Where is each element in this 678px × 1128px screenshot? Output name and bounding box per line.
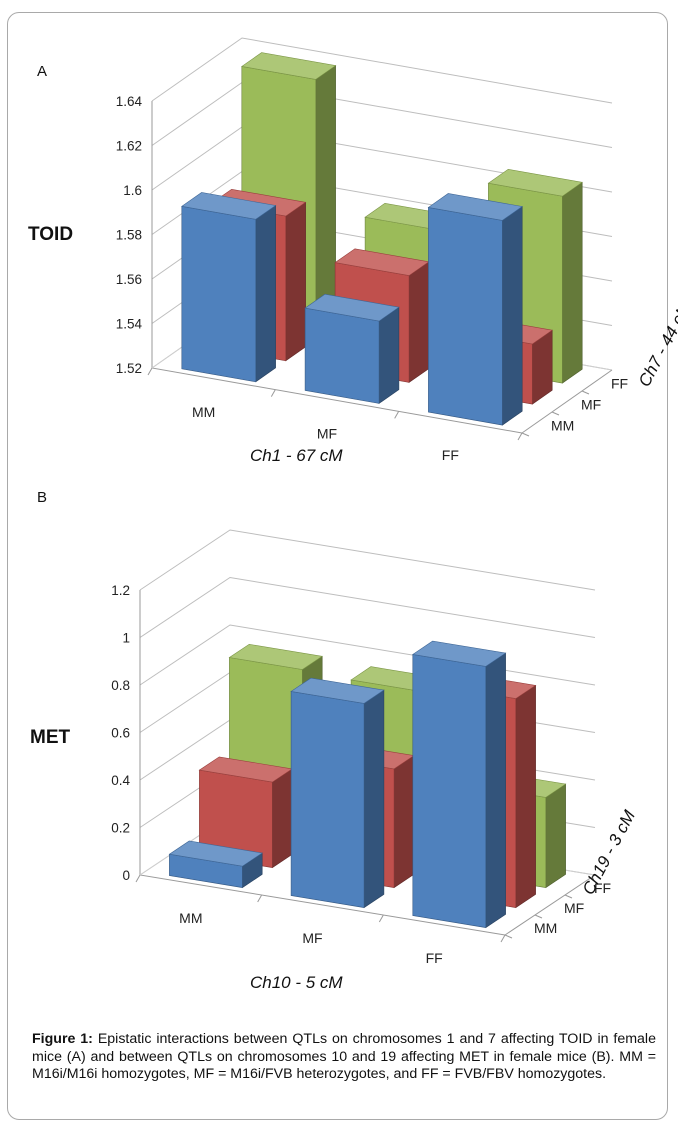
gridline [139,576,596,638]
y-axis-title-b: MET [30,727,71,748]
bar-side-face [515,684,536,909]
caption-label: Figure 1: [32,1031,93,1047]
y-tick-label: 0.6 [111,726,130,741]
bar-side-face [408,261,430,383]
y-tick-label: 1.58 [116,228,142,243]
axis-depth [521,369,613,434]
x-tick-label: MF [317,426,337,442]
bar-top-face [412,640,507,667]
bar-side-face [502,205,523,426]
bar-top-face [228,643,323,670]
bar-top-face [290,677,385,704]
x-axis-title: Ch1 - 67 cM [250,446,343,465]
bar-front-face [428,207,503,426]
y-tick-label: 0 [122,868,130,883]
y-tick-label: 0.4 [111,773,130,788]
x-tick-label: FF [442,447,459,463]
x-tick-mark [500,934,506,943]
bar-side-face [272,768,293,869]
bar-front-face [181,205,257,383]
z-tick-mark [521,432,530,437]
x-tick-label: MF [302,930,322,946]
z-tick-mark [551,411,560,416]
bar-side-face [545,783,566,889]
bar-side-face [562,181,583,384]
caption-text: Epistatic interactions between QTLs on c… [32,1031,656,1082]
bar-front-face [412,654,487,928]
bar-side-face [255,204,276,383]
y-axis-title-a: TOID [28,224,74,245]
y-tick-label: 1.64 [116,94,143,109]
x-tick-label: MM [192,404,215,420]
y-tick-label: 1.6 [123,183,142,198]
chart-b: 0 0.2 0.4 0.6 0.8 1 1.2 MM MF FF MM MF FF Ch10 - 5 cM… [111,529,639,992]
z-tick-mark [504,934,513,939]
bar-mm-mf [290,677,385,909]
bar-top-face [304,293,400,322]
bar-front-face [304,307,380,404]
bar-mm-mm [181,192,277,383]
bar-side-face [485,652,506,929]
x-tick-mark [147,367,153,376]
bar-mm-mm [168,840,263,889]
x-tick-label: FF [426,950,443,966]
gridline [139,529,596,591]
z-tick-mark [564,894,573,899]
chart-a: 1.52 1.54 1.56 1.58 1.6 1.62 1.64 MM MF FF MM MF FF C… [116,37,678,465]
z-tick-mark [581,390,590,395]
bar-mm-ff [427,193,523,426]
y-tick-label: 1.2 [111,583,130,598]
bar-side-face [363,689,385,909]
y-tick-label: 1.52 [116,361,142,376]
y-tick-label: 1.56 [116,272,142,287]
bar-top-face [427,193,523,221]
figure-caption: Figure 1: Epistatic interactions between… [32,1031,656,1084]
y-tick-label: 0.8 [111,678,130,693]
z-tick-label: MM [551,418,574,434]
x-axis-title: Ch10 - 5 cM [250,973,343,992]
x-tick-label: MM [179,910,202,926]
z-tick-label: MM [534,920,557,936]
x-tick-mark [135,874,141,883]
bar-top-face [168,840,263,867]
bar-top-face [487,168,583,197]
z-tick-label: MF [564,900,584,916]
z-tick-mark [534,914,543,919]
bar-side-face [285,201,306,362]
bar-side-face [393,755,415,889]
z-tick-label: FF [611,376,628,392]
x-tick-mark [394,411,400,419]
gridline [151,37,613,104]
x-tick-mark [517,432,523,441]
axis-depth [504,874,596,936]
gridline [151,81,613,148]
y-tick-label: 1.54 [116,317,143,332]
y-tick-label: 0.2 [111,821,130,836]
z-tick-label: FF [594,880,611,896]
bar-mm-mf [304,293,400,404]
bar-top-face [181,192,277,220]
bar-top-face [241,52,337,80]
z-axis-title: Ch7 - 44 cM [635,298,678,389]
bar-side-face [378,306,400,404]
x-tick-mark [257,894,263,903]
z-tick-label: MF [581,397,601,413]
y-tick-label: 1 [122,631,130,646]
x-tick-mark [378,914,384,923]
y-tick-label: 1.62 [116,139,142,154]
bar-front-face [290,691,365,908]
x-tick-mark [270,389,276,397]
bar-mm-ff [412,640,507,929]
panel-label-b: B [37,489,48,506]
panel-label-a: A [37,63,48,80]
